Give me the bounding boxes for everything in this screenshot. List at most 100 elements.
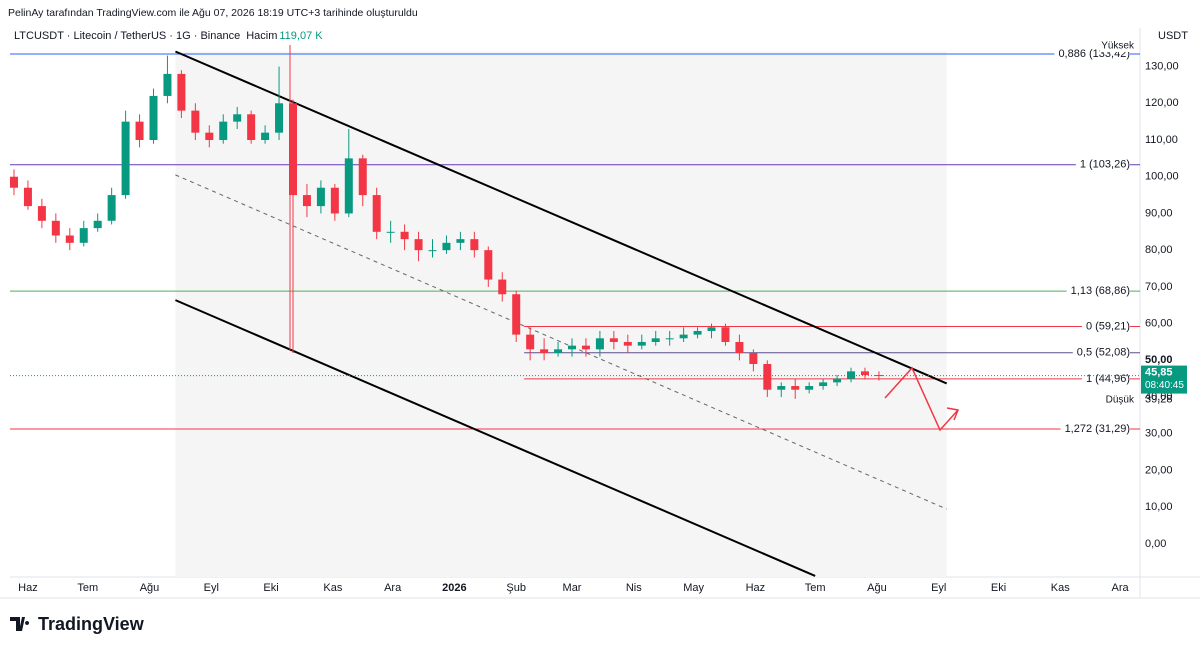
candle-body	[665, 338, 674, 340]
level-label: 1 (44,96)	[1086, 373, 1130, 385]
x-tick-label: Ağu	[867, 582, 887, 594]
last-price-label: 45,85	[1145, 366, 1173, 378]
y-tick-label: 10,00	[1145, 501, 1173, 513]
candle-body	[107, 195, 116, 221]
logo-text: TradingView	[38, 614, 145, 634]
level-label: 0 (59,21)	[1086, 320, 1130, 332]
candle-body	[261, 132, 270, 141]
x-tick-label: Tem	[77, 582, 98, 594]
candle-body	[693, 330, 702, 335]
candle-body	[554, 349, 563, 353]
candle-body	[581, 345, 590, 350]
candle-body	[93, 220, 102, 229]
candle-body	[79, 228, 88, 243]
level-label-bg	[1060, 422, 1130, 437]
y-tick-label: 100,00	[1145, 171, 1179, 183]
candle-body	[749, 352, 758, 365]
x-tick-label: Eki	[263, 582, 278, 594]
high-label: Yüksek	[1101, 41, 1135, 52]
candle-body	[275, 103, 284, 133]
level-label-bg	[1072, 345, 1130, 360]
candle-body	[205, 132, 214, 141]
candle-body	[623, 341, 632, 346]
candle-body	[456, 239, 465, 243]
x-tick-label: Şub	[506, 582, 526, 594]
symbol: LTCUSDT · Litecoin / TetherUS · 1G · Bin…	[14, 30, 240, 42]
x-tick-label: Haz	[18, 582, 38, 594]
level-label: 1,13 (68,86)	[1071, 285, 1130, 297]
candle-body	[874, 375, 883, 377]
level-label-bg	[1075, 157, 1130, 172]
x-tick-label: Eki	[991, 582, 1006, 594]
low-label: Düşük	[1106, 394, 1135, 405]
candle-body	[191, 110, 200, 133]
candle-body	[386, 231, 395, 233]
candle-body	[330, 187, 339, 214]
volume-value: 119,07 K	[279, 30, 323, 42]
channel-lower	[175, 299, 816, 577]
candle-body	[9, 176, 18, 188]
x-tick-label: Mar	[563, 582, 582, 594]
countdown: 08:40:45	[1145, 380, 1184, 391]
x-tick-label: Nis	[626, 582, 642, 594]
candle-body	[149, 95, 158, 141]
y-tick-label: 90,00	[1145, 207, 1173, 219]
candle-body	[651, 338, 660, 342]
candle-body	[163, 73, 172, 96]
projection-arrow	[884, 366, 959, 432]
y-tick-label: 30,00	[1145, 428, 1173, 440]
y-tick-label: 60,00	[1145, 318, 1173, 330]
candle-body	[358, 158, 367, 196]
x-tick-label: Kas	[1051, 582, 1070, 594]
y-tick-label: 110,00	[1145, 134, 1178, 146]
candle-body	[121, 121, 130, 196]
candle-body	[540, 349, 549, 353]
candle-body	[302, 195, 311, 207]
high-badge	[1100, 39, 1136, 52]
y-tick-label: 40,00	[1145, 391, 1173, 403]
candle-body	[65, 235, 74, 243]
x-tick-label: Kas	[323, 582, 342, 594]
candle-body	[637, 341, 646, 346]
candle-body	[177, 73, 186, 111]
level-label: 1,272 (31,29)	[1065, 423, 1130, 435]
candle-body	[833, 378, 842, 383]
candle-body	[428, 250, 437, 252]
x-tick-label: Haz	[746, 582, 766, 594]
y-tick-label: 0,00	[1145, 538, 1166, 550]
candle-body	[414, 239, 423, 251]
x-tick-label: Ara	[384, 582, 402, 594]
candle-body	[805, 386, 814, 390]
candle-body	[609, 338, 618, 342]
y-tick-label: 130,00	[1145, 60, 1179, 72]
y-tick-label: 120,00	[1145, 97, 1179, 109]
candle-body	[568, 345, 577, 350]
credit: PelinAy tarafından TradingView.com ile A…	[8, 7, 418, 19]
candle-body	[247, 114, 256, 141]
y-tick-label: 50,00	[1145, 354, 1173, 366]
candle-body	[135, 121, 144, 141]
x-tick-label: Tem	[805, 582, 826, 594]
x-tick-label: Eyl	[204, 582, 219, 594]
candle-body	[595, 338, 604, 350]
logo: TradingView	[10, 614, 145, 634]
candle-body	[777, 386, 786, 390]
x-tick-label: Eyl	[931, 582, 946, 594]
volume-label: Hacim	[246, 30, 277, 42]
currency: USDT	[1158, 30, 1188, 42]
last-price-badge	[1141, 365, 1187, 394]
x-tick-label: May	[683, 582, 704, 594]
y-tick-label: 80,00	[1145, 244, 1173, 256]
candle-body	[288, 103, 297, 196]
candle-body	[847, 371, 856, 379]
candle-body	[23, 187, 32, 207]
candle-body	[819, 382, 828, 387]
candle-body	[791, 386, 800, 390]
candle-body	[316, 187, 325, 207]
channel-upper	[175, 50, 948, 385]
y-tick-label: 20,00	[1145, 464, 1173, 476]
candle-body	[498, 279, 507, 295]
candle-body	[400, 231, 409, 240]
level-label: 1 (103,26)	[1080, 159, 1130, 171]
